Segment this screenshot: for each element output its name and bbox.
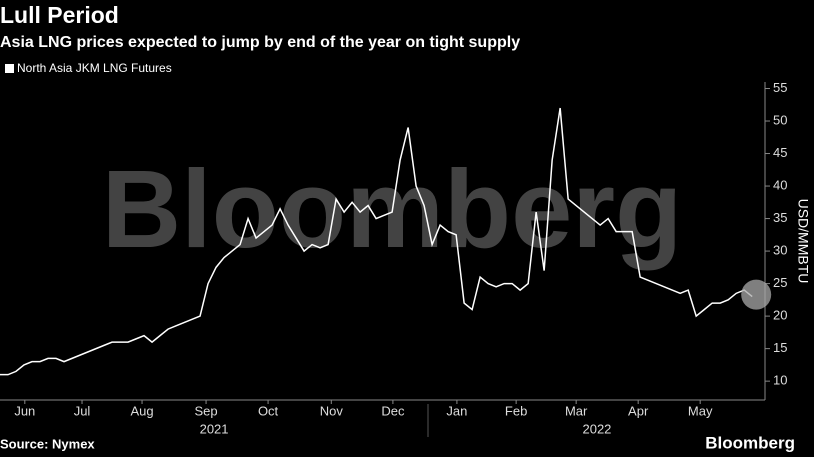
x-tick-label: Aug [130, 403, 153, 418]
x-tick-label: Jul [74, 403, 91, 418]
chart-title: Lull Period [0, 2, 119, 28]
source: Source: Nymex [0, 436, 95, 451]
y-tick-label: 25 [773, 275, 787, 290]
y-axis-label: USD/MMBTU [795, 199, 811, 284]
y-tick-label: 45 [773, 145, 787, 160]
y-tick-label: 50 [773, 112, 787, 127]
x-tick-label: May [688, 403, 713, 418]
y-tick-label: 30 [773, 243, 787, 258]
x-tick-label: Dec [381, 403, 405, 418]
x-tick-label: Mar [565, 403, 588, 418]
last-point-highlight [741, 279, 772, 310]
year-label: 2022 [582, 421, 611, 436]
series-line [0, 107, 753, 376]
legend-swatch [5, 64, 14, 73]
x-tick-label: Feb [505, 403, 527, 418]
x-tick-label: Jun [14, 403, 35, 418]
x-tick-label: Apr [628, 403, 649, 418]
x-tick-label: Nov [320, 403, 344, 418]
y-tick-label: 35 [773, 210, 787, 225]
y-tick-label: 10 [773, 373, 787, 388]
brand-logo: Bloomberg [705, 433, 795, 452]
x-tick-label: Oct [258, 403, 279, 418]
x-tick-label: Sep [194, 403, 217, 418]
y-tick-label: 15 [773, 340, 787, 355]
legend-label: North Asia JKM LNG Futures [17, 61, 172, 75]
y-tick-label: 55 [773, 80, 787, 95]
chart-subtitle: Asia LNG prices expected to jump by end … [0, 34, 520, 51]
y-tick-label: 40 [773, 177, 787, 192]
y-tick-label: 20 [773, 308, 787, 323]
year-label: 2021 [200, 421, 229, 436]
x-tick-label: Jan [446, 403, 467, 418]
